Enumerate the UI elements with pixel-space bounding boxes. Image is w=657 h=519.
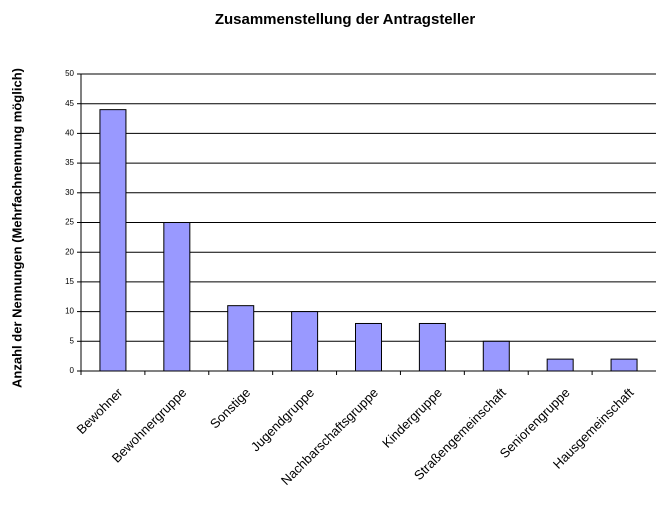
- x-tick-label: Kindergruppe: [379, 385, 445, 451]
- y-axis-label: Anzahl der Nennungen (Mehrfachnennung mö…: [9, 68, 24, 388]
- bar: [482, 340, 510, 372]
- y-tick-label: 0: [70, 366, 75, 375]
- bar: [227, 305, 255, 372]
- y-tick-label: 25: [65, 218, 74, 227]
- y-tick-label: 40: [65, 129, 74, 138]
- bar: [355, 322, 382, 372]
- bar: [291, 311, 319, 372]
- y-tick-label: 50: [65, 69, 74, 78]
- bar: [546, 358, 574, 372]
- bar: [163, 222, 191, 372]
- y-tick-label: 10: [65, 307, 74, 316]
- x-tick-label: Bewohner: [73, 384, 125, 436]
- x-tick-label: Jugendgruppe: [248, 385, 317, 454]
- y-tick-label: 5: [70, 336, 75, 345]
- y-tick-label: 30: [65, 188, 74, 197]
- chart-title: Zusammenstellung der Antragsteller: [215, 11, 476, 28]
- y-tick-label: 15: [65, 277, 74, 286]
- bar: [99, 109, 127, 372]
- bar: [610, 358, 638, 372]
- y-tick-label: 20: [65, 247, 74, 256]
- y-tick-label: 45: [65, 99, 74, 108]
- y-tick-label: 35: [65, 158, 74, 167]
- bar: [418, 322, 446, 372]
- x-tick-label: Sonstige: [207, 385, 253, 431]
